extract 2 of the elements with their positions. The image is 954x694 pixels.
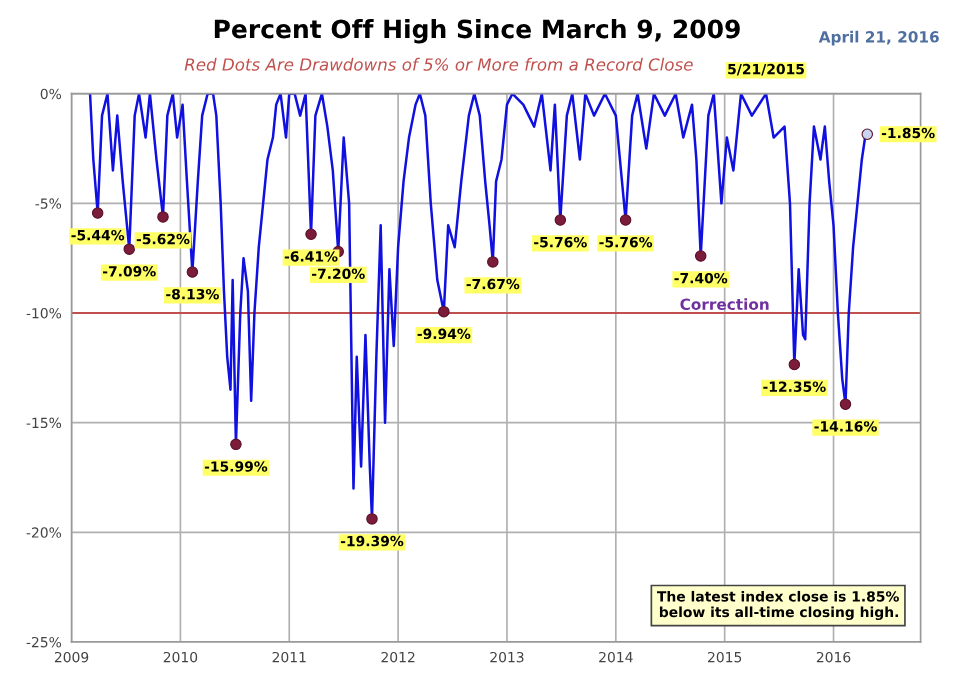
chart-subtitle: Red Dots Are Drawdowns of 5% or More from a Record Close xyxy=(184,57,693,71)
chart-title: Percent Off High Since March 9, 2009 xyxy=(214,19,740,44)
